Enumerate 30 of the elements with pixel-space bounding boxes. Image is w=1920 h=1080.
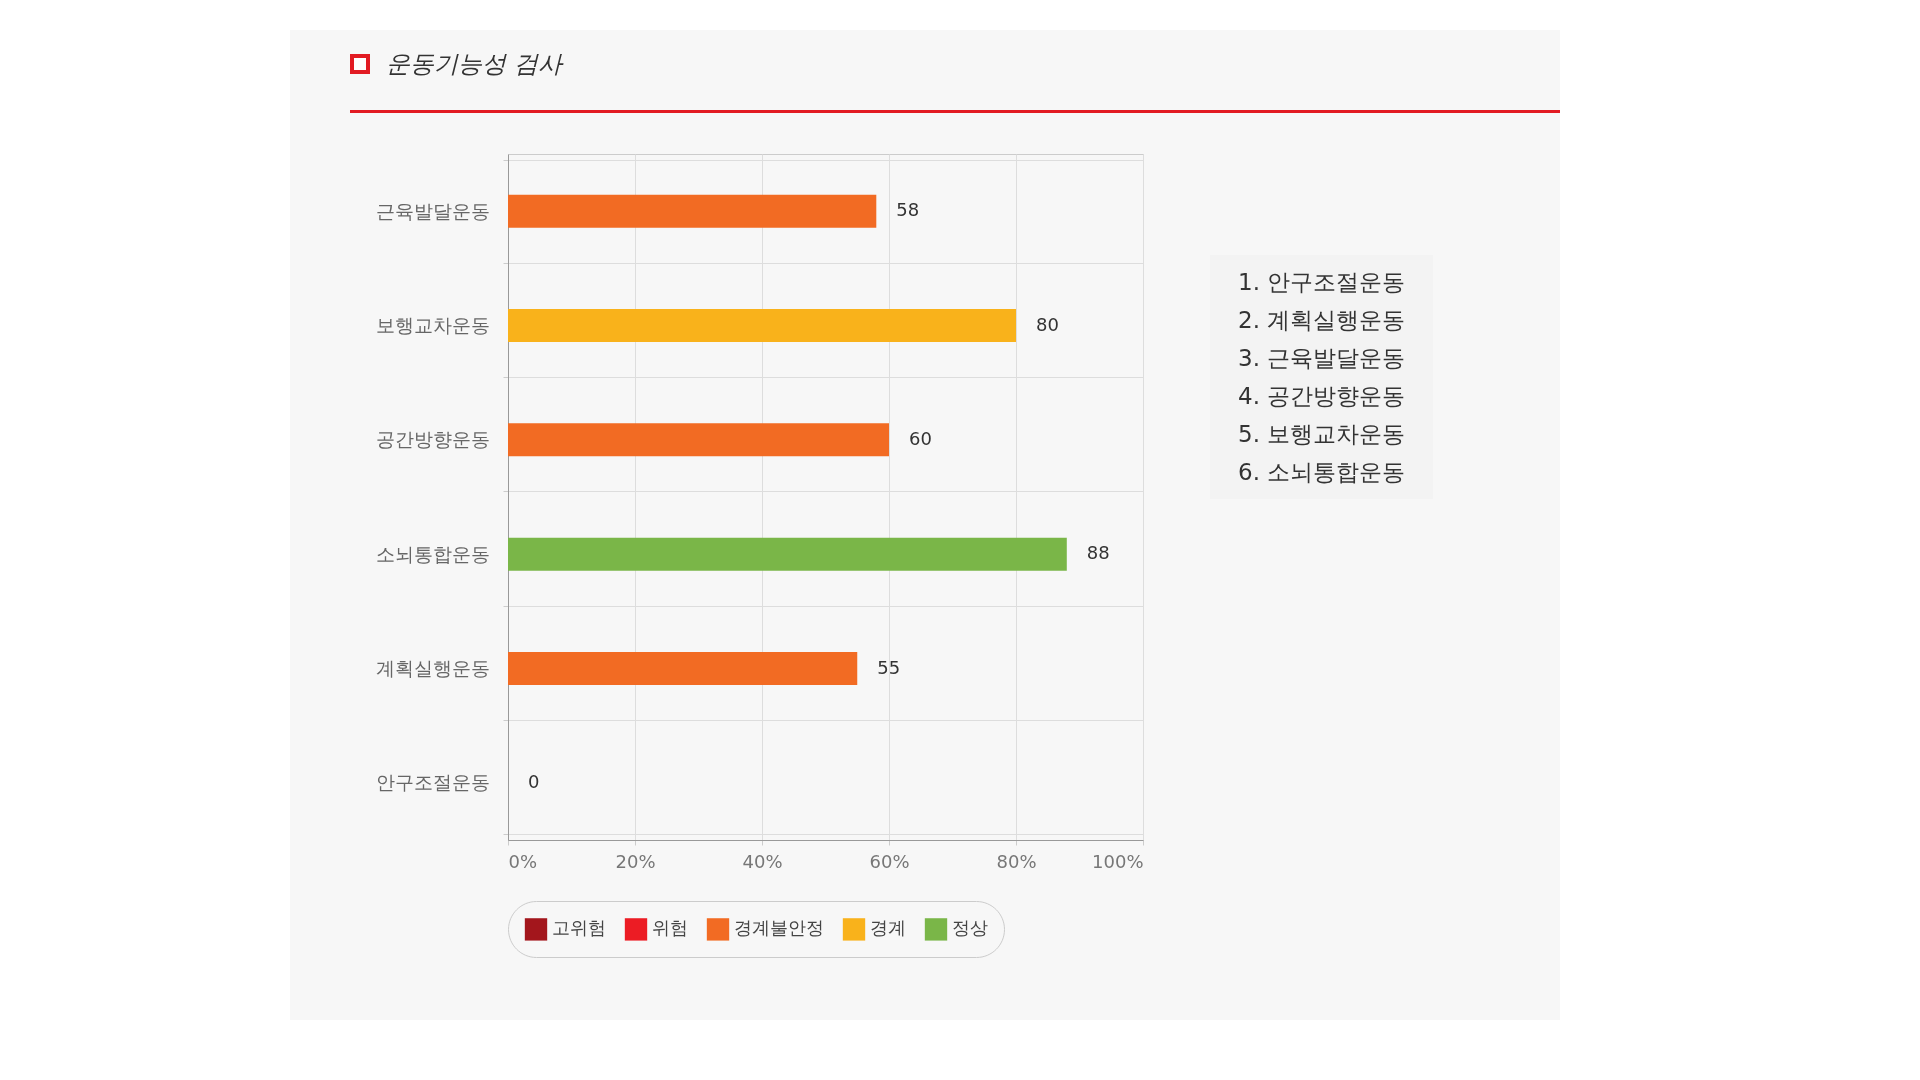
- data-label: 80: [1036, 313, 1059, 335]
- x-tick-label: 20%: [615, 850, 656, 872]
- y-tick-label: 소뇌통합운동: [375, 542, 490, 565]
- text: 3. 근육발달운동: [1238, 344, 1406, 373]
- data-label: 60: [909, 427, 932, 449]
- y-tick-label: 계획실행운동: [375, 657, 490, 679]
- y-tick-label: 근육발달운동: [375, 199, 490, 222]
- text: 1. 안구조절운동: [1238, 268, 1406, 297]
- y-tick-label: 공간방향운동: [375, 428, 490, 451]
- legend-label: 위험: [652, 917, 688, 939]
- y-tick-label: 안구조절운동: [375, 771, 490, 794]
- data-label: 58: [896, 199, 920, 221]
- text: 6. 소뇌통합운동: [1238, 458, 1406, 487]
- x-tick-label: 60%: [869, 850, 910, 872]
- x-tick-label: 80%: [996, 850, 1037, 872]
- legend-label: 고위험: [552, 917, 606, 939]
- text: 5. 보행교차운동: [1238, 420, 1406, 449]
- x-tick-label: 0%: [508, 850, 538, 872]
- x-tick-label: 100%: [1092, 850, 1144, 872]
- legend-label: 경계: [870, 917, 906, 939]
- text: 4. 공간방향운동: [1238, 382, 1406, 411]
- y-tick-label: 보행교차운동: [375, 314, 490, 336]
- text: 2. 계획실행운동: [1238, 306, 1406, 335]
- legend-label: 경계불안정: [734, 917, 824, 939]
- chart-title: 운동기능성 검사: [386, 49, 562, 80]
- legend-label: 정상: [952, 917, 988, 939]
- data-label: 88: [1086, 542, 1110, 564]
- data-label: 0: [528, 770, 540, 792]
- data-label: 55: [877, 656, 901, 678]
- x-tick-label: 40%: [742, 850, 783, 872]
